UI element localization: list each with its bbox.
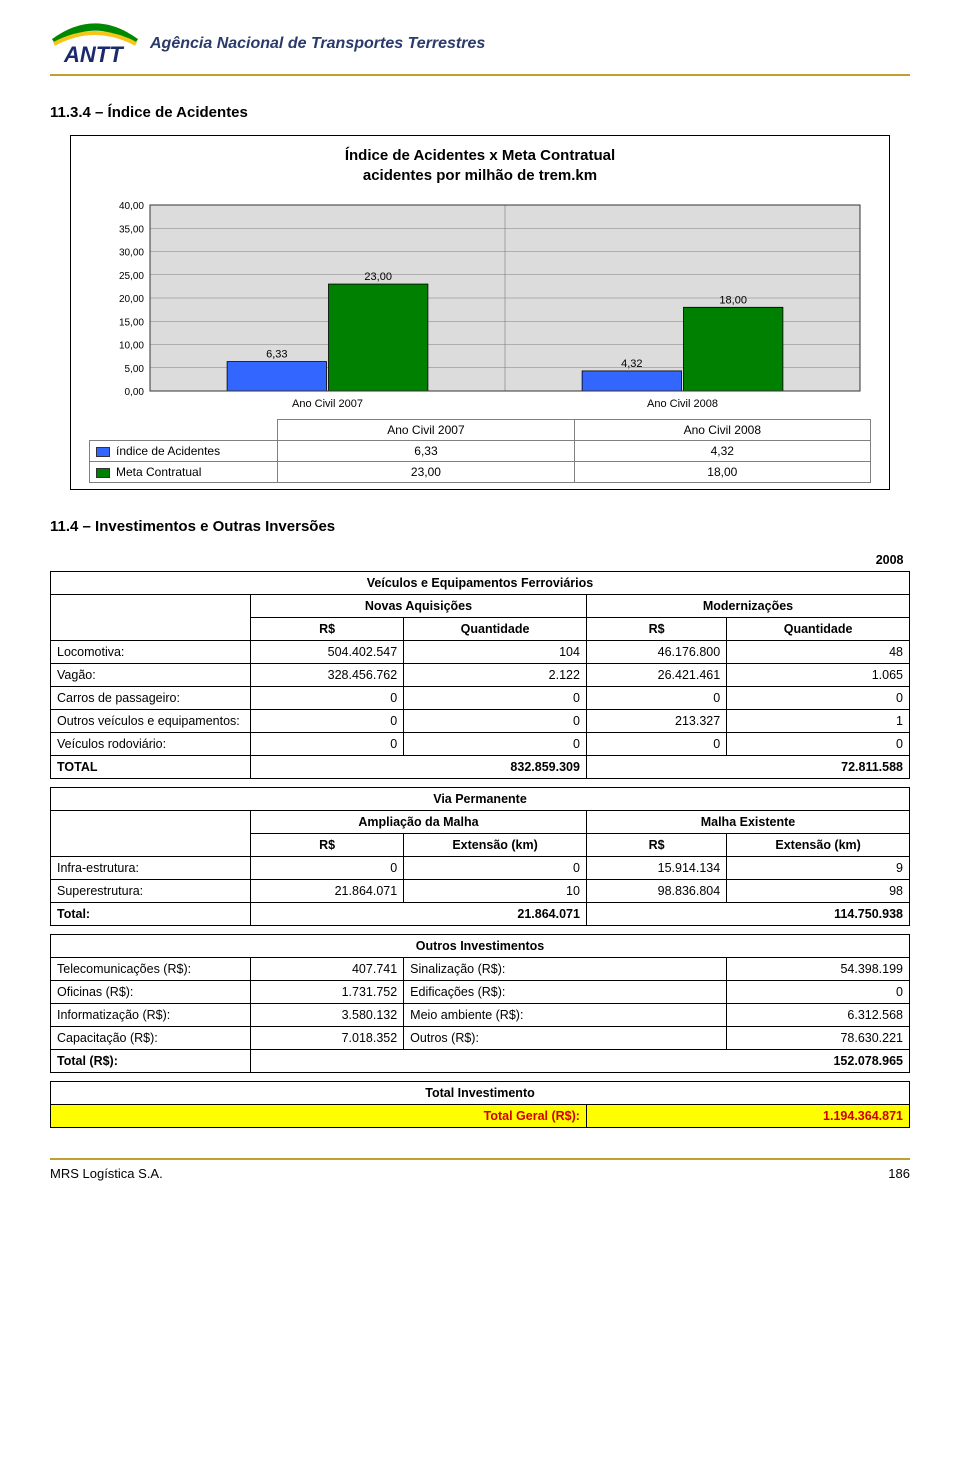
header-divider [50, 74, 910, 76]
table2-total-label: Total: [51, 903, 251, 926]
table-row: Veículos rodoviário:0000 [51, 733, 910, 756]
svg-text:0,00: 0,00 [125, 387, 145, 398]
svg-text:20,00: 20,00 [119, 294, 144, 305]
svg-text:Ano Civil 2008: Ano Civil 2008 [647, 398, 718, 410]
table3-total-label: Total (R$): [51, 1050, 251, 1073]
legend-label-0: índice de Acidentes [116, 444, 220, 458]
table2-h-amp: Ampliação da Malha [251, 811, 587, 834]
table1-total-label: TOTAL [51, 756, 251, 779]
table1-title: Veículos e Equipamentos Ferroviários [51, 572, 910, 595]
table-row: Carros de passageiro:0000 [51, 687, 910, 710]
table2-h-ext-2: Extensão (km) [727, 834, 910, 857]
table4-label: Total Geral (R$): [51, 1105, 587, 1128]
table1-total-mo: 72.811.588 [586, 756, 909, 779]
svg-text:ANTT: ANTT [63, 42, 124, 67]
page-footer: MRS Logística S.A. 186 [50, 1158, 910, 1181]
section-11-3-4-title: 11.3.4 – Índice de Acidentes [50, 104, 910, 121]
chart-cat-0: Ano Civil 2007 [278, 420, 574, 441]
page-header: ANTT Agência Nacional de Transportes Ter… [50, 20, 910, 74]
svg-text:5,00: 5,00 [125, 364, 145, 375]
table2-h-rs-1: R$ [251, 834, 404, 857]
svg-text:4,32: 4,32 [621, 358, 642, 370]
svg-text:Ano Civil 2007: Ano Civil 2007 [292, 398, 363, 410]
table1-h-novas: Novas Aquisições [251, 595, 587, 618]
legend-label-1: Meta Contratual [116, 465, 201, 479]
footer-left: MRS Logística S.A. [50, 1166, 163, 1181]
chart-title-line1: Índice de Acidentes x Meta Contratual [345, 147, 615, 164]
table1-total-na: 832.859.309 [251, 756, 587, 779]
legend-val-0-0: 6,33 [278, 441, 574, 462]
antt-logo: ANTT [50, 20, 140, 68]
table3-title: Outros Investimentos [51, 935, 910, 958]
table4-title: Total Investimento [51, 1082, 910, 1105]
table1-h-qtd-2: Quantidade [727, 618, 910, 641]
legend-row-0: índice de Acidentes [90, 441, 278, 462]
svg-text:35,00: 35,00 [119, 224, 144, 235]
table-row: Vagão:328.456.7622.12226.421.4611.065 [51, 664, 910, 687]
agency-name: Agência Nacional de Transportes Terrestr… [150, 35, 485, 53]
svg-text:23,00: 23,00 [364, 271, 392, 283]
bar-chart: 0,00 5,00 10,00 15,00 20,00 25,00 30,00 35,00 40… [90, 195, 870, 415]
table-row: Infra-estrutura:0015.914.1349 [51, 857, 910, 880]
legend-val-0-1: 4,32 [574, 441, 870, 462]
svg-text:15,00: 15,00 [119, 317, 144, 328]
chart-title: Índice de Acidentes x Meta Contratual ac… [89, 146, 871, 185]
table-row: Locomotiva:504.402.54710446.176.80048 [51, 641, 910, 664]
legend-val-1-1: 18,00 [574, 462, 870, 483]
svg-text:10,00: 10,00 [119, 341, 144, 352]
table-row: Capacitação (R$):7.018.352Outros (R$):78… [51, 1027, 910, 1050]
year-label: 2008 [51, 549, 910, 572]
legend-row-1: Meta Contratual [90, 462, 278, 483]
chart-title-line2: acidentes por milhão de trem.km [363, 167, 597, 184]
table3-total-val: 152.078.965 [251, 1050, 910, 1073]
svg-text:6,33: 6,33 [266, 349, 287, 361]
investments-table: 2008 Veículos e Equipamentos Ferroviário… [50, 549, 910, 1128]
table1-h-modern: Modernizações [586, 595, 909, 618]
table1-h-rs-2: R$ [586, 618, 726, 641]
footer-right: 186 [888, 1166, 910, 1181]
table-row: Outros veículos e equipamentos:00213.327… [51, 710, 910, 733]
chart-data-table: Ano Civil 2007 Ano Civil 2008 índice de … [89, 419, 871, 483]
svg-text:25,00: 25,00 [119, 271, 144, 282]
chart-container: Índice de Acidentes x Meta Contratual ac… [70, 135, 890, 490]
svg-text:18,00: 18,00 [719, 294, 747, 306]
table2-h-exist: Malha Existente [586, 811, 909, 834]
table-row: Informatização (R$):3.580.132Meio ambien… [51, 1004, 910, 1027]
svg-text:30,00: 30,00 [119, 248, 144, 259]
section-11-4-title: 11.4 – Investimentos e Outras Inversões [50, 518, 910, 535]
table-row: Superestrutura:21.864.0711098.836.80498 [51, 880, 910, 903]
table2-total-a: 21.864.071 [251, 903, 587, 926]
table-row: Telecomunicações (R$):407.741Sinalização… [51, 958, 910, 981]
table2-h-ext-1: Extensão (km) [404, 834, 587, 857]
table-row: Oficinas (R$):1.731.752Edificações (R$):… [51, 981, 910, 1004]
table1-h-qtd-1: Quantidade [404, 618, 587, 641]
legend-val-1-0: 23,00 [278, 462, 574, 483]
chart-cat-1: Ano Civil 2008 [574, 420, 870, 441]
table1-h-rs-1: R$ [251, 618, 404, 641]
table2-total-e: 114.750.938 [586, 903, 909, 926]
table2-h-rs-2: R$ [586, 834, 726, 857]
svg-text:40,00: 40,00 [119, 201, 144, 212]
table4-value: 1.194.364.871 [586, 1105, 909, 1128]
table2-title: Via Permanente [51, 788, 910, 811]
